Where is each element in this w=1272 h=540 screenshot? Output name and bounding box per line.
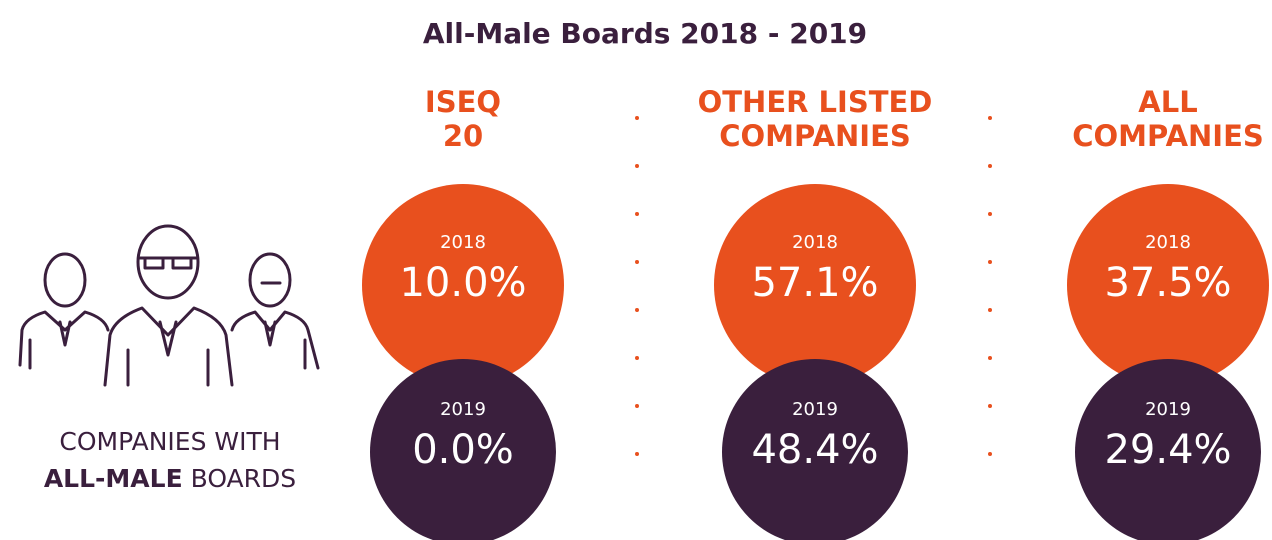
dot — [635, 116, 639, 120]
dot — [988, 260, 992, 264]
panel-heading: COMPANIES — [1072, 119, 1264, 153]
label-line: COMPANIES WITH — [59, 427, 280, 456]
circle — [1067, 184, 1269, 386]
circle — [1075, 359, 1261, 540]
dot — [988, 164, 992, 168]
dot — [635, 308, 639, 312]
separators — [635, 116, 992, 456]
value: 0.0% — [412, 427, 514, 473]
label-line: ALL-MALE BOARDS — [44, 464, 296, 493]
dot — [635, 260, 639, 264]
value: 57.1% — [751, 260, 878, 306]
year: 2018 — [440, 232, 486, 253]
dot — [635, 452, 639, 456]
panel-heading: OTHER LISTED — [698, 85, 933, 119]
dot — [988, 116, 992, 120]
dot — [988, 452, 992, 456]
dot — [988, 212, 992, 216]
panel-heading: COMPANIES — [719, 119, 911, 153]
value: 37.5% — [1104, 260, 1231, 306]
circle — [714, 184, 916, 386]
value: 29.4% — [1104, 427, 1231, 473]
dot — [635, 356, 639, 360]
people-icon — [18, 224, 320, 387]
label-rest: BOARDS — [191, 464, 297, 493]
panel-heading: ISEQ — [425, 85, 501, 119]
dot — [635, 164, 639, 168]
year: 2019 — [440, 399, 486, 420]
year: 2018 — [1145, 232, 1191, 253]
value: 48.4% — [751, 427, 878, 473]
year: 2019 — [792, 399, 838, 420]
circle — [370, 359, 556, 540]
dot — [988, 356, 992, 360]
dot — [635, 404, 639, 408]
label-bold: ALL-MALE — [44, 464, 183, 493]
value: 10.0% — [399, 260, 526, 306]
dot — [635, 212, 639, 216]
year: 2019 — [1145, 399, 1191, 420]
circle — [722, 359, 908, 540]
year: 2018 — [792, 232, 838, 253]
dot — [988, 308, 992, 312]
panel-heading: ALL — [1138, 85, 1197, 119]
circle — [362, 184, 564, 386]
panel-heading: 20 — [443, 119, 483, 153]
title: All-Male Boards 2018 - 2019 — [423, 17, 867, 50]
dot — [988, 404, 992, 408]
